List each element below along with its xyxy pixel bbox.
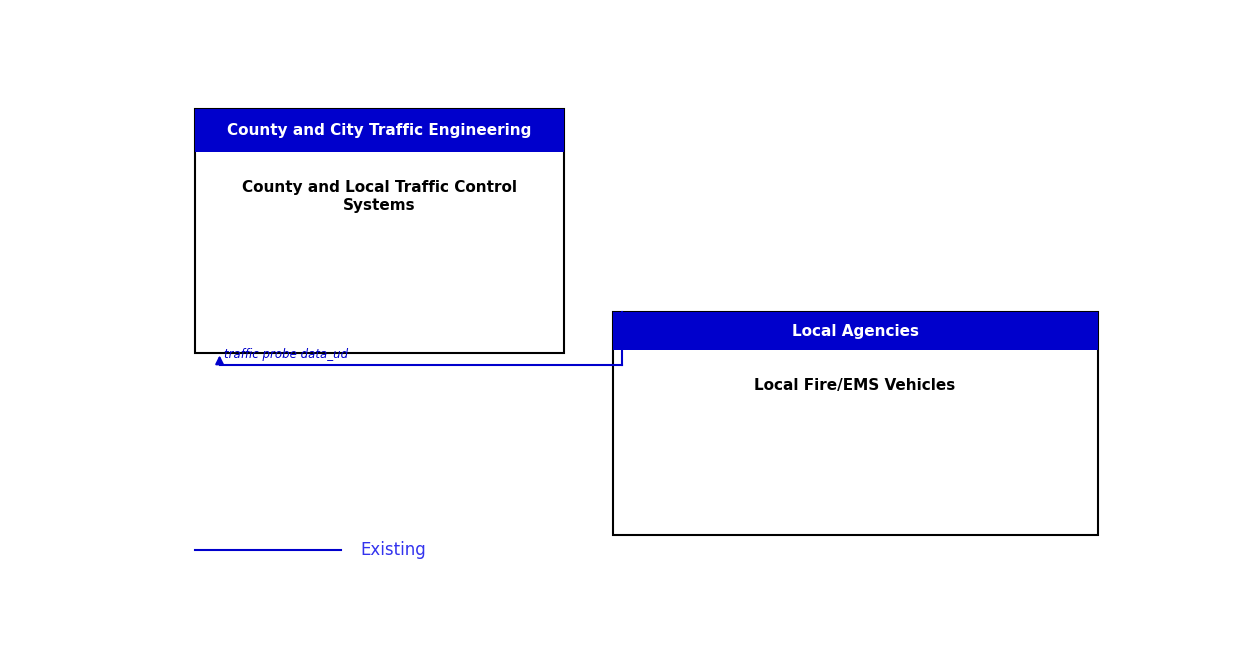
Text: traffic probe data_ud: traffic probe data_ud bbox=[224, 348, 348, 361]
Text: County and Local Traffic Control
Systems: County and Local Traffic Control Systems bbox=[242, 180, 517, 213]
Text: Local Fire/EMS Vehicles: Local Fire/EMS Vehicles bbox=[755, 378, 955, 393]
Text: Local Agencies: Local Agencies bbox=[791, 324, 919, 338]
Bar bbox=[612, 312, 1098, 535]
Bar bbox=[195, 109, 563, 153]
Bar bbox=[612, 312, 1098, 350]
Text: Existing: Existing bbox=[361, 541, 426, 559]
Text: County and City Traffic Engineering: County and City Traffic Engineering bbox=[228, 124, 532, 138]
Bar bbox=[195, 109, 563, 353]
